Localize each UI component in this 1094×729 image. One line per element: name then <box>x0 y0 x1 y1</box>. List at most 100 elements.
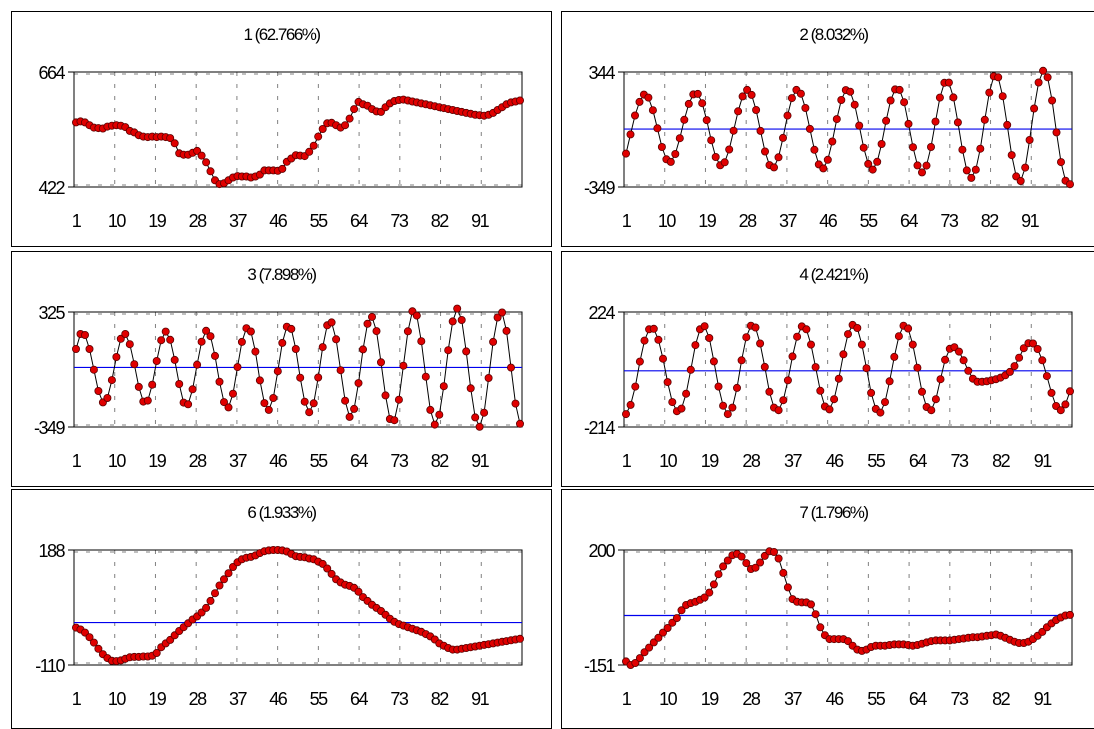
x-tick-label: 37 <box>229 689 248 709</box>
chart-svg: 4 (2.421%) 224 -214 1 10 19 28 37 46 55 64 73 82 91 <box>584 265 1074 471</box>
data-point <box>1025 136 1034 145</box>
data-point <box>1015 353 1024 362</box>
data-point <box>806 340 815 349</box>
plot-frame <box>623 311 1073 428</box>
data-point <box>264 405 273 414</box>
series-line <box>75 307 521 429</box>
data-point <box>515 419 524 428</box>
x-tick-label: 28 <box>742 451 761 471</box>
data-point <box>904 324 913 333</box>
x-tick-label: 1 <box>622 451 632 471</box>
x-tick-label: 10 <box>108 211 127 231</box>
data-point <box>278 338 287 347</box>
data-point <box>309 399 318 408</box>
data-point <box>738 92 747 101</box>
x-tick-label: 64 <box>350 451 369 471</box>
data-point <box>152 357 161 366</box>
data-point <box>709 580 718 589</box>
data-point <box>219 575 228 584</box>
data-point <box>358 345 367 354</box>
data-point <box>318 343 327 352</box>
x-tick-label: 91 <box>1034 451 1053 471</box>
data-point <box>677 404 686 413</box>
data-point <box>640 336 649 345</box>
data-point <box>1065 180 1074 189</box>
data-point <box>1033 345 1042 354</box>
data-point <box>765 387 774 396</box>
data-point <box>381 391 390 400</box>
data-point <box>430 420 439 429</box>
data-point <box>654 633 663 642</box>
y-tick-label: 224 <box>588 303 615 323</box>
data-point <box>1019 344 1028 353</box>
data-point <box>693 89 702 98</box>
data-point <box>837 96 846 105</box>
data-point <box>859 143 868 152</box>
x-tick-label: 73 <box>950 689 969 709</box>
data-point <box>949 93 958 102</box>
data-point <box>475 422 484 431</box>
x-tick-label: 19 <box>148 451 167 471</box>
data-point <box>802 325 811 334</box>
data-point <box>855 121 864 130</box>
data-point <box>816 623 825 632</box>
data-point <box>1010 362 1019 371</box>
data-point <box>622 149 631 158</box>
data-point <box>904 119 913 128</box>
data-point <box>635 357 644 366</box>
data-point <box>202 603 211 612</box>
data-point <box>296 373 305 382</box>
data-point <box>700 322 709 331</box>
data-point <box>700 593 709 602</box>
data-point <box>723 556 732 565</box>
data-point <box>188 385 197 394</box>
data-point <box>788 352 797 361</box>
x-tick-label: 46 <box>269 451 288 471</box>
data-point <box>917 387 926 396</box>
x-tick-label: 19 <box>701 451 720 471</box>
data-point <box>515 634 524 643</box>
data-point <box>867 388 876 397</box>
data-point <box>941 355 950 364</box>
data-point <box>85 345 94 354</box>
data-point <box>1007 151 1016 160</box>
x-tick-label: 91 <box>1021 211 1040 231</box>
data-point <box>1042 372 1051 381</box>
data-point <box>659 354 668 363</box>
x-tick-label: 37 <box>229 211 248 231</box>
data-point <box>439 382 448 391</box>
data-point <box>206 596 215 605</box>
data-point <box>89 365 98 374</box>
data-point <box>760 362 769 371</box>
chart-panel-2: 2 (8.032%) 344 -349 1 10 19 28 37 46 55 64 73 82 91 <box>561 11 1094 247</box>
data-point <box>498 308 507 317</box>
data-point <box>210 351 219 360</box>
data-point <box>1005 367 1014 376</box>
data-point <box>287 324 296 333</box>
data-point <box>657 142 666 151</box>
data-point <box>336 366 345 375</box>
x-tick-label: 1 <box>72 689 82 709</box>
data-point <box>152 648 161 657</box>
x-tick-label: 10 <box>108 689 127 709</box>
x-tick-label: 55 <box>310 211 329 231</box>
data-point <box>309 141 318 150</box>
data-point <box>964 366 973 375</box>
data-point <box>1043 73 1052 82</box>
data-point <box>958 145 967 154</box>
chart-svg: 2 (8.032%) 344 -349 1 10 19 28 37 46 55 64 73 82 91 <box>584 25 1074 231</box>
y-tick-label: -349 <box>584 178 616 198</box>
data-point <box>202 326 211 335</box>
data-point <box>435 410 444 419</box>
data-point <box>894 332 903 341</box>
data-point <box>908 143 917 152</box>
data-point <box>720 158 729 167</box>
chart-panel-7: 7 (1.796%) 200 -151 1 10 19 28 37 46 55 64 73 82 91 <box>561 489 1094 729</box>
x-tick-label: 28 <box>189 689 208 709</box>
data-point <box>219 398 228 407</box>
data-point <box>237 337 246 346</box>
data-point <box>783 583 792 592</box>
data-point <box>663 378 672 387</box>
data-point <box>72 345 81 354</box>
x-tick-label: 1 <box>72 451 82 471</box>
